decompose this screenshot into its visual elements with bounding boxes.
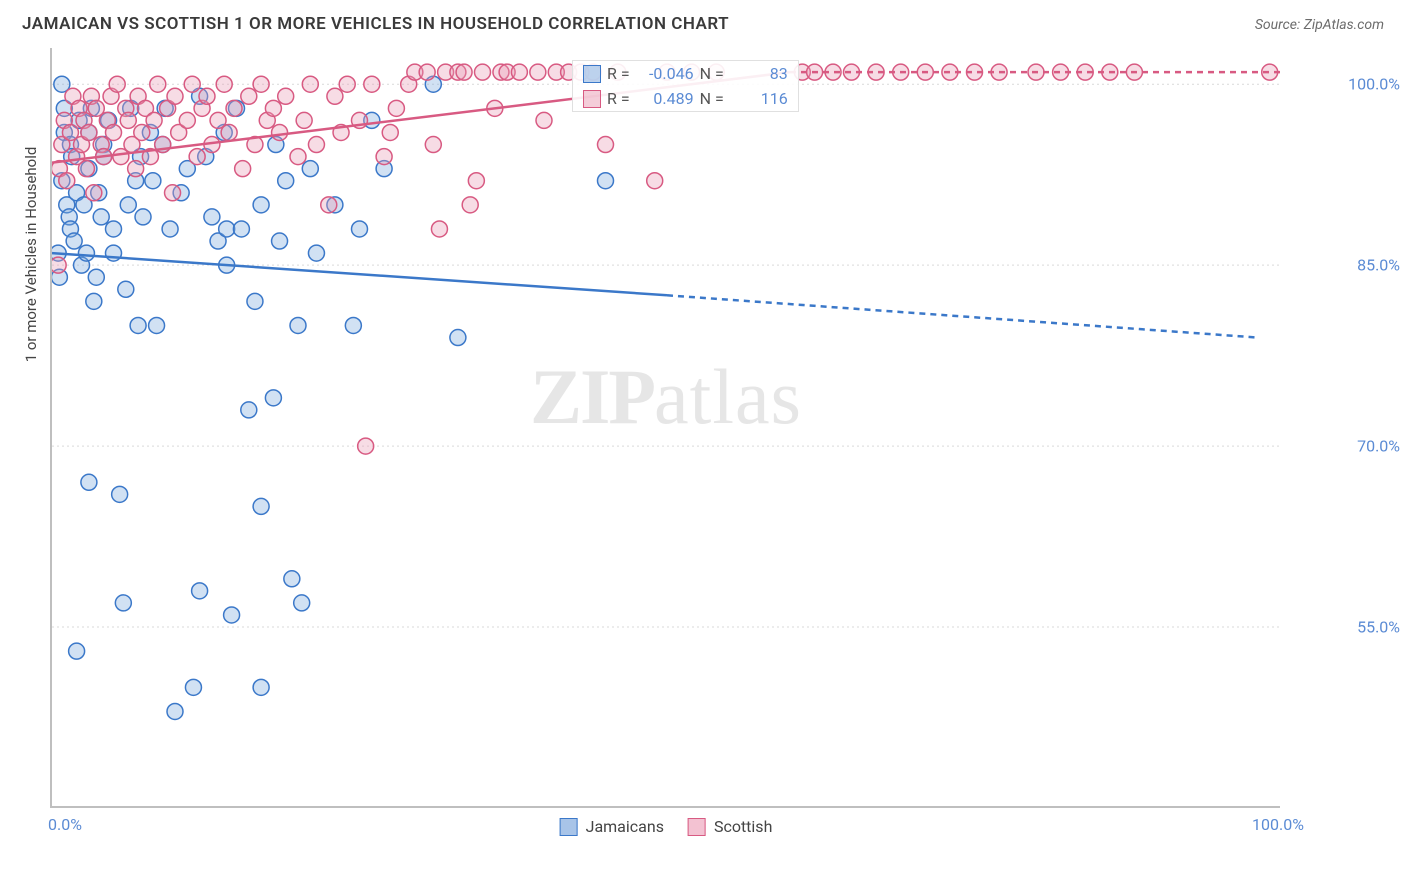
stats-row-jamaicans: R = -0.046 N = 83	[573, 61, 798, 86]
stats-legend: R = -0.046 N = 83 R = 0.489 N = 116	[572, 60, 799, 112]
legend-item-scottish: Scottish	[688, 817, 772, 836]
y-tick-label: 55.0%	[1290, 618, 1400, 637]
x-tick-label: 100.0%	[1252, 815, 1304, 834]
legend-swatch-jamaicans	[560, 818, 578, 836]
y-tick-label: 100.0%	[1290, 75, 1400, 94]
r-label: R =	[607, 89, 630, 108]
y-tick-label: 70.0%	[1290, 437, 1400, 456]
chart-svg	[52, 48, 1282, 808]
chart-plot-area: 1 or more Vehicles in Household ZIPatlas…	[50, 48, 1280, 808]
legend-swatch-scottish	[688, 818, 706, 836]
r-value-scottish: 0.489	[636, 89, 694, 108]
legend-item-jamaicans: Jamaicans	[560, 817, 664, 836]
chart-title: JAMAICAN VS SCOTTISH 1 OR MORE VEHICLES …	[22, 14, 729, 34]
n-value-scottish: 116	[730, 89, 788, 108]
x-tick-label: 0.0%	[48, 815, 82, 834]
title-row: JAMAICAN VS SCOTTISH 1 OR MORE VEHICLES …	[0, 0, 1406, 40]
source-attribution: Source: ZipAtlas.com	[1255, 17, 1384, 33]
r-label: R =	[607, 64, 630, 83]
y-axis-label: 1 or more Vehicles in Household	[22, 147, 40, 363]
n-label: N =	[700, 64, 724, 83]
swatch-scottish	[583, 90, 601, 108]
legend-label-jamaicans: Jamaicans	[586, 817, 664, 836]
source-name: ZipAtlas.com	[1304, 17, 1384, 33]
r-value-jamaicans: -0.046	[636, 64, 694, 83]
series-legend: Jamaicans Scottish	[560, 817, 773, 836]
n-label: N =	[700, 89, 724, 108]
source-prefix: Source:	[1255, 17, 1304, 33]
stats-row-scottish: R = 0.489 N = 116	[573, 86, 798, 111]
swatch-jamaicans	[583, 65, 601, 83]
n-value-jamaicans: 83	[730, 64, 788, 83]
y-tick-label: 85.0%	[1290, 256, 1400, 275]
legend-label-scottish: Scottish	[714, 817, 772, 836]
